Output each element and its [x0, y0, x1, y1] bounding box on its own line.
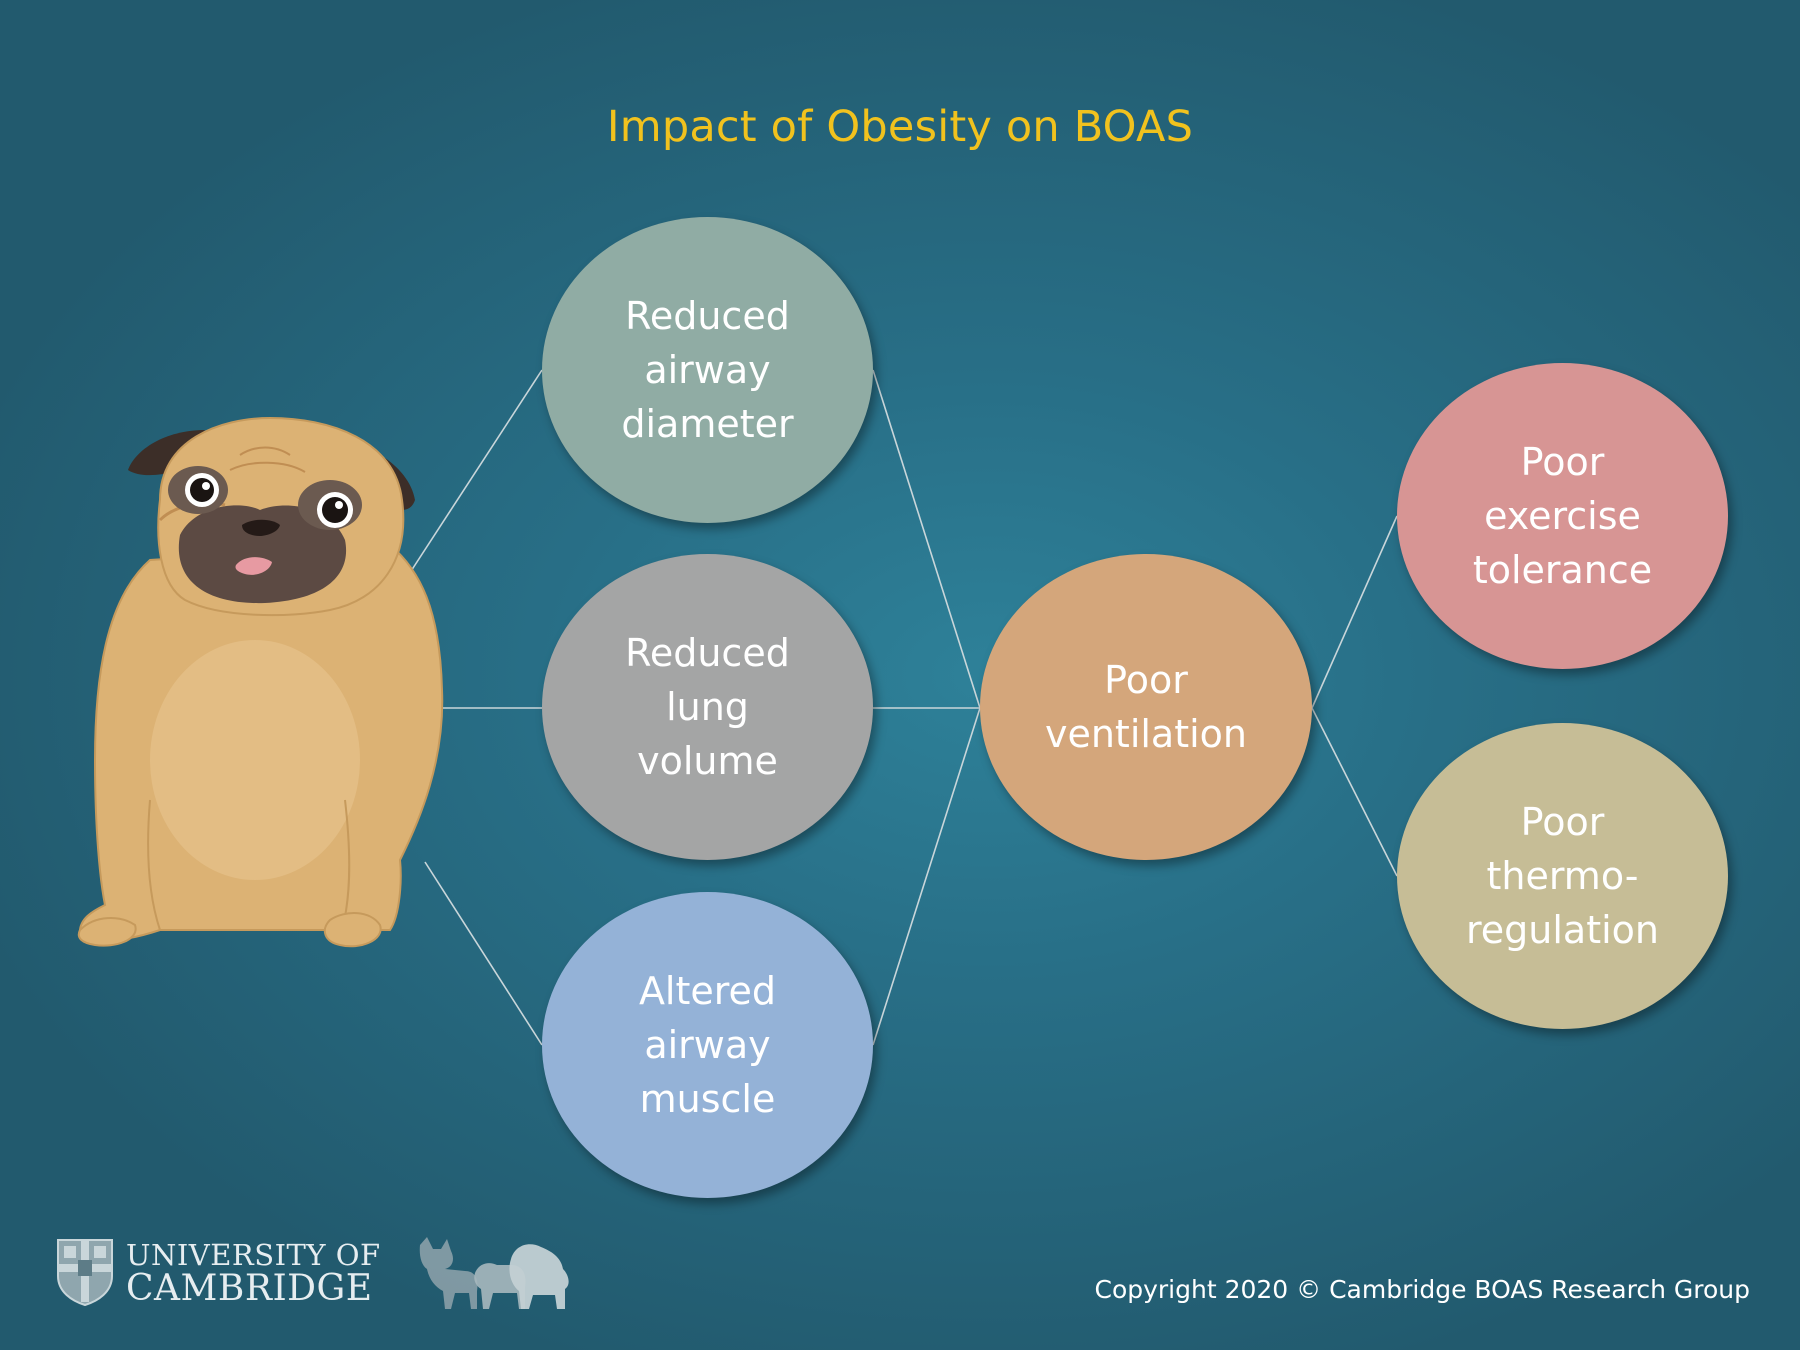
copyright-text: Copyright 2020 © Cambridge BOAS Research… — [1094, 1275, 1750, 1304]
node-poor-exercise-tolerance: Poor exercise tolerance — [1397, 363, 1728, 669]
node-label: Reduced lung volume — [625, 631, 790, 783]
node-reduced-airway-diameter: Reduced airway diameter — [542, 217, 873, 523]
connector-muscle-ventilation — [872, 707, 981, 1046]
node-poor-thermoregulation: Poor thermo- regulation — [1397, 723, 1728, 1029]
node-altered-airway-muscle: Altered airway muscle — [542, 892, 873, 1198]
pug-illustration — [77, 416, 444, 948]
connector-pug-muscle — [424, 861, 543, 1046]
crest-icon — [57, 1239, 113, 1306]
node-reduced-lung-volume: Reduced lung volume — [542, 554, 873, 860]
connectors — [399, 369, 1398, 1046]
dog-silhouettes-logo — [419, 1237, 569, 1309]
node-label: Altered airway muscle — [638, 969, 777, 1121]
connector-pug-diameter — [399, 369, 543, 589]
node-label: Poor ventilation — [1044, 658, 1248, 756]
node-label: Poor thermo- regulation — [1465, 800, 1659, 952]
connector-diameter-ventilation — [872, 369, 981, 709]
logo-line-2: CAMBRIDGE — [126, 1268, 373, 1309]
logo-line-1: UNIVERSITY OF — [126, 1238, 381, 1272]
node-label: Poor exercise tolerance — [1472, 440, 1653, 592]
connector-ventilation-thermo — [1311, 707, 1398, 877]
node-poor-ventilation: Poor ventilation — [980, 554, 1312, 860]
university-logo: UNIVERSITY OF CAMBRIDGE — [56, 1238, 386, 1308]
connector-ventilation-exercise — [1311, 515, 1398, 709]
node-label: Reduced airway diameter — [621, 294, 794, 446]
page-title: Impact of Obesity on BOAS — [606, 102, 1194, 152]
